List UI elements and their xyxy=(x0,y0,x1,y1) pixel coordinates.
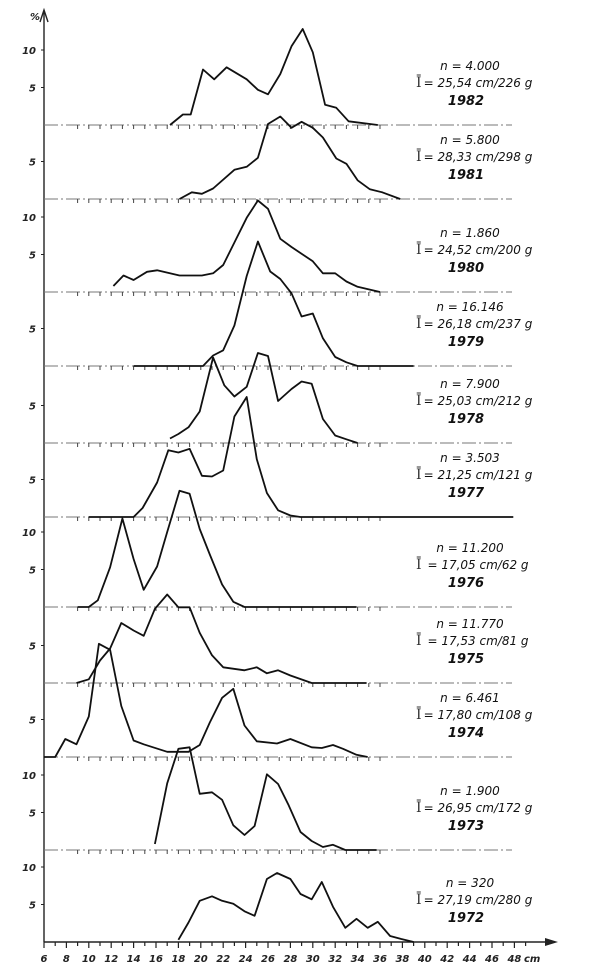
mean-symbol: Ī xyxy=(416,240,422,258)
panel-n-label: n = 320 xyxy=(446,876,495,890)
series-line-1972 xyxy=(177,872,414,943)
panel-n-label: n = 6.461 xyxy=(440,691,500,705)
series-line-1974 xyxy=(44,642,368,758)
y-tick-label: 10 xyxy=(22,528,36,539)
series-line-1976 xyxy=(77,489,357,608)
y-tick-label: 5 xyxy=(29,716,36,727)
panel-n-label: n = 11.770 xyxy=(436,617,504,631)
y-tick-label: 5 xyxy=(29,901,36,912)
y-tick-label: 10 xyxy=(22,213,36,224)
y-tick-label: 5 xyxy=(29,476,36,487)
series-line-1981 xyxy=(179,115,401,200)
x-tick-label: 22 xyxy=(216,954,230,965)
panel-year-label: 1978 xyxy=(448,412,484,427)
x-tick-label: 36 xyxy=(373,954,387,965)
y-tick-label: 5 xyxy=(29,251,36,262)
y-tick-label: 5 xyxy=(29,642,36,653)
panel-mean-label: = 21,25 cm/121 g xyxy=(424,468,533,482)
y-tick-label: 5 xyxy=(29,84,36,95)
panel-mean-label: = 17,53 cm/81 g xyxy=(427,634,528,648)
y-tick-label: 10 xyxy=(22,863,36,874)
mean-symbol: Ī xyxy=(416,555,422,573)
mean-symbol: Ī xyxy=(416,705,422,723)
panel-n-label: n = 16.146 xyxy=(436,300,504,314)
x-tick-label: 6 xyxy=(41,954,48,965)
x-tick-label: 14 xyxy=(127,954,141,965)
panel-mean-label: = 25,54 cm/226 g xyxy=(424,76,533,90)
x-tick-label: 18 xyxy=(171,954,185,965)
panel-mean-label: = 26,18 cm/237 g xyxy=(424,317,533,331)
panel-year-label: 1982 xyxy=(448,94,484,109)
x-tick-label: 46 xyxy=(484,954,499,965)
series-line-1982 xyxy=(169,28,378,126)
y-tick-label: 10 xyxy=(22,46,36,57)
panel-year-label: 1979 xyxy=(448,335,484,350)
y-tick-label: 5 xyxy=(29,809,36,820)
panel-mean-label: = 27,19 cm/280 g xyxy=(424,893,533,907)
x-tick-label: 26 xyxy=(261,954,275,965)
x-tick-label: 28 xyxy=(283,954,297,965)
panel-mean-label: = 17,80 cm/108 g xyxy=(424,708,533,722)
panel-n-label: n = 5.800 xyxy=(440,133,500,147)
mean-symbol: Ī xyxy=(416,798,422,816)
series-line-1977 xyxy=(88,396,514,518)
panel-year-label: 1977 xyxy=(448,486,485,501)
x-tick-label: 48 xyxy=(506,954,521,965)
x-tick-label: 20 xyxy=(194,954,208,965)
x-tick-label: 42 xyxy=(439,954,454,965)
mean-symbol: Ī xyxy=(416,631,422,649)
panel-n-label: n = 7.900 xyxy=(440,377,500,391)
y-tick-label: 5 xyxy=(29,402,36,413)
panel-n-label: n = 3.503 xyxy=(440,451,500,465)
mean-symbol: Ī xyxy=(416,465,422,483)
mean-symbol: Ī xyxy=(416,890,422,908)
y-tick-label: 10 xyxy=(22,771,36,782)
panel-mean-label: = 26,95 cm/172 g xyxy=(424,801,533,815)
x-tick-label: 8 xyxy=(63,954,70,965)
panel-year-label: 1981 xyxy=(448,168,484,183)
series-line-1978 xyxy=(169,352,358,444)
series-line-1973 xyxy=(154,746,377,851)
x-tick-label: 44 xyxy=(462,954,477,965)
panel-mean-label: = 25,03 cm/212 g xyxy=(424,394,533,408)
mean-symbol: Ī xyxy=(416,73,422,91)
series-line-1980 xyxy=(112,199,381,293)
panel-n-label: n = 1.860 xyxy=(440,226,500,240)
panel-year-label: 1974 xyxy=(448,726,484,741)
mean-symbol: Ī xyxy=(416,147,422,165)
series-line-1975 xyxy=(76,593,367,684)
panel-mean-label: = 17,05 cm/62 g xyxy=(427,558,528,572)
x-tick-label: 32 xyxy=(328,954,342,965)
y-tick-label: 5 xyxy=(29,325,36,336)
x-tick-label: 30 xyxy=(306,954,320,965)
x-tick-label: 10 xyxy=(82,954,96,965)
panel-n-label: n = 11.200 xyxy=(436,541,504,555)
y-axis-label: % xyxy=(30,12,40,23)
x-axis-arrow xyxy=(545,938,558,946)
x-tick-label: 24 xyxy=(239,954,253,965)
x-axis-label: cm xyxy=(524,954,540,965)
y-tick-label: 5 xyxy=(29,566,36,577)
panel-n-label: n = 1.900 xyxy=(440,784,500,798)
panel-mean-label: = 28,33 cm/298 g xyxy=(424,150,533,164)
x-tick-label: 12 xyxy=(104,954,118,965)
x-tick-label: 34 xyxy=(351,954,365,965)
panel-mean-label: = 24,52 cm/200 g xyxy=(424,243,533,257)
panel-year-label: 1975 xyxy=(448,652,484,667)
x-tick-label: 16 xyxy=(149,954,163,965)
y-axis-arrow xyxy=(39,7,49,23)
panel-year-label: 1980 xyxy=(448,261,484,276)
panel-year-label: 1976 xyxy=(448,576,484,591)
y-tick-label: 5 xyxy=(29,158,36,169)
panel-year-label: 1972 xyxy=(448,911,484,926)
series-line-1979 xyxy=(133,240,414,367)
mean-symbol: Ī xyxy=(416,314,422,332)
mean-symbol: Ī xyxy=(416,391,422,409)
x-tick-label: 38 xyxy=(395,954,409,965)
x-tick-label: 40 xyxy=(417,954,432,965)
panel-year-label: 1973 xyxy=(448,819,484,834)
panel-n-label: n = 4.000 xyxy=(440,59,500,73)
